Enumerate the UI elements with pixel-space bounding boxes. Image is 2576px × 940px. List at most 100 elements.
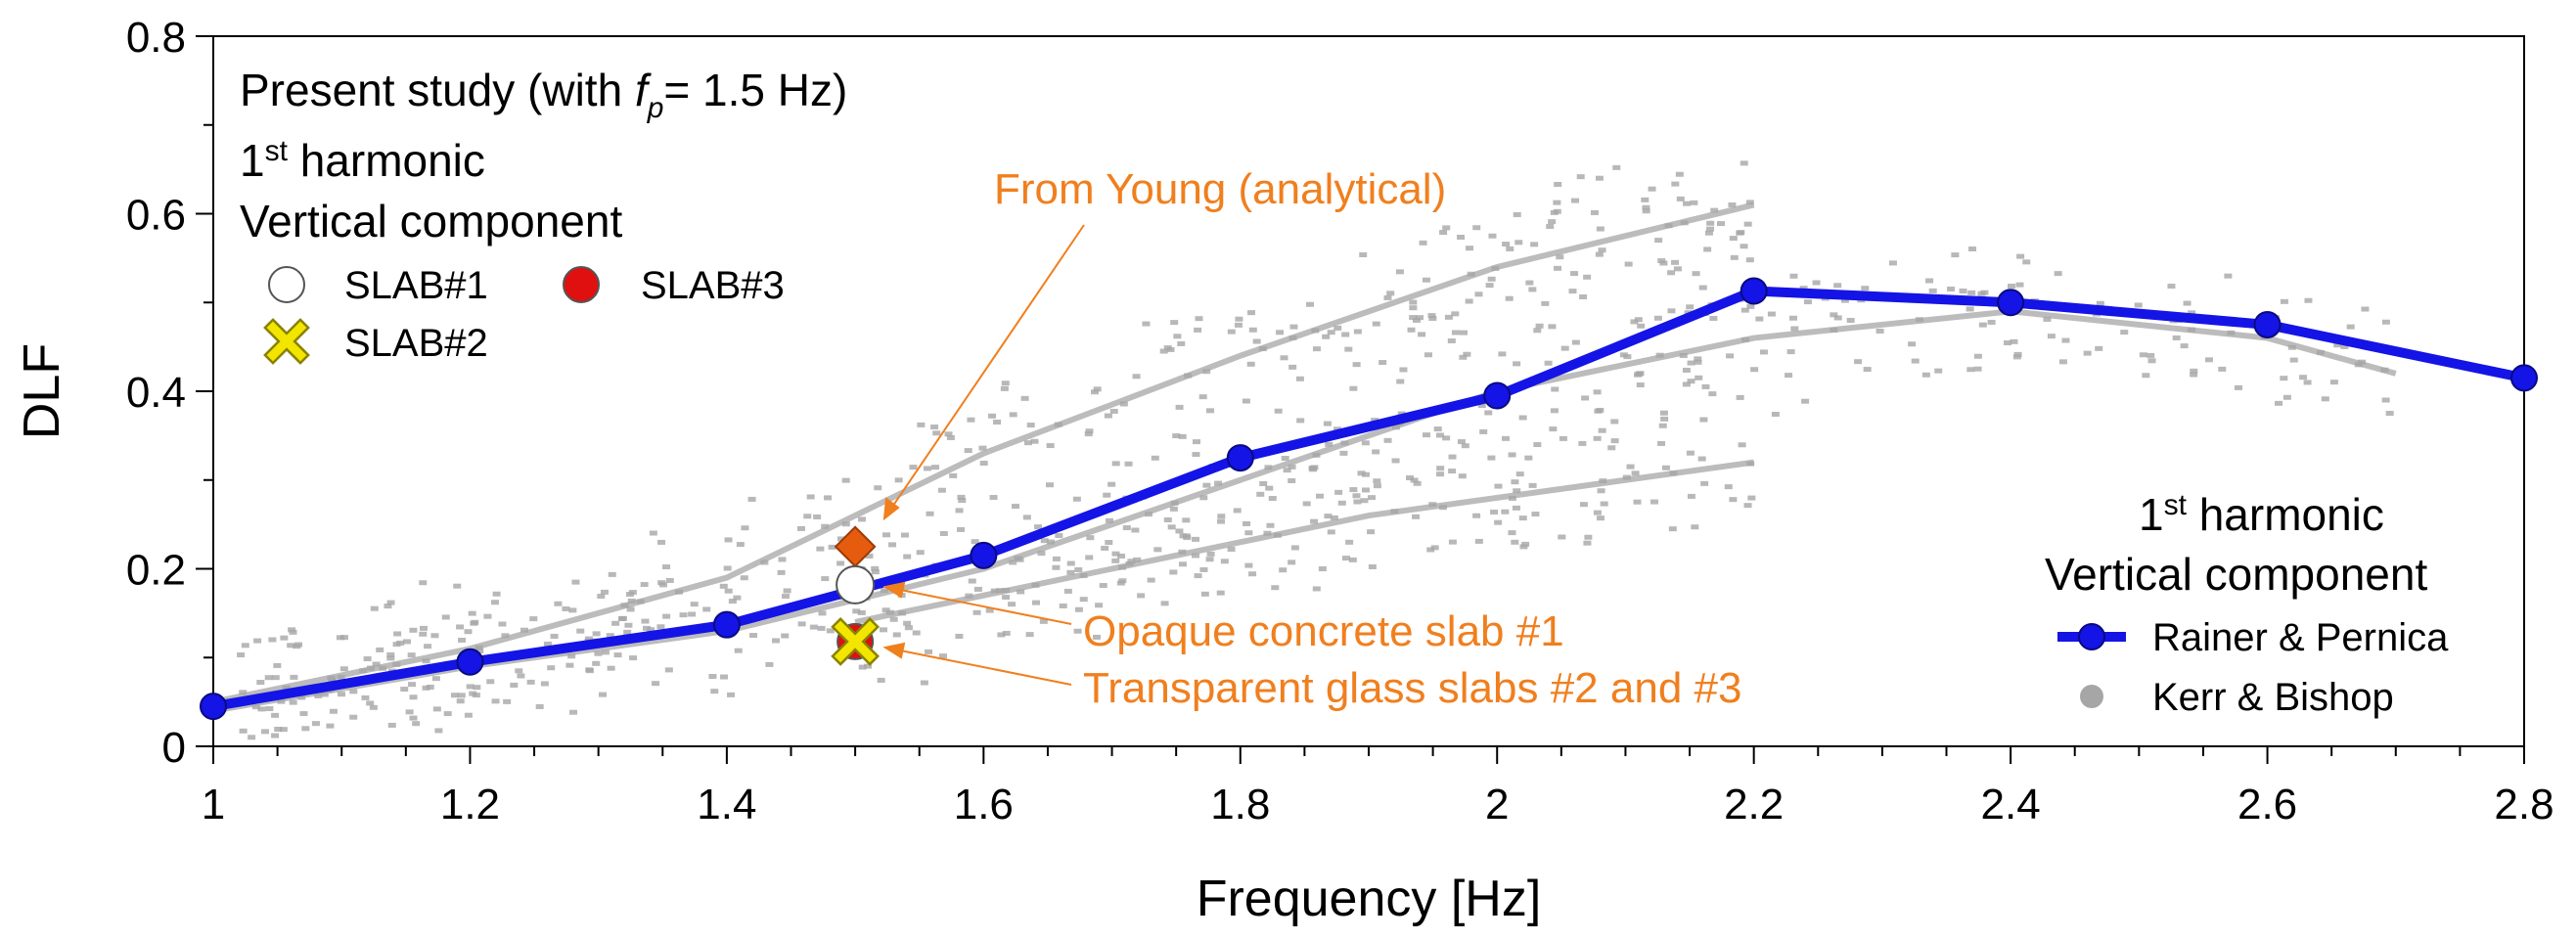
kerr-bishop-point [837,536,846,542]
kerr-bishop-point [783,588,791,594]
kerr-bishop-point [864,663,873,669]
kerr-bishop-point [349,689,358,694]
kerr-bishop-point [747,496,756,502]
kerr-bishop-point [1745,257,1754,263]
kerr-bishop-point [1730,254,1739,260]
legend-literature: 1st harmonic Vertical component Rainer &… [2045,489,2449,719]
kerr-bishop-point [419,631,428,637]
kerr-bishop-point [1506,246,1514,251]
kerr-bishop-point [642,625,651,631]
kerr-bishop-point [1423,432,1431,438]
kerr-bishop-point [550,633,559,639]
kerr-bishop-point [647,627,655,633]
kerr-bishop-point [370,605,379,611]
kerr-bishop-point [881,607,890,613]
kerr-bishop-point [1578,440,1587,446]
kerr-bishop-point [2022,259,2031,265]
kerr-bishop-point [2142,373,2150,379]
kerr-bishop-point [1407,327,1416,333]
kerr-bishop-point [601,649,610,655]
kerr-bishop-point [985,607,994,613]
kerr-bishop-point [1746,303,1755,309]
kerr-bishop-point [289,629,297,635]
kerr-bishop-point [271,733,280,739]
kerr-bishop-point [1461,443,1469,449]
kerr-bishop-point [535,703,544,709]
kerr-bishop-point [475,649,484,654]
kerr-bishop-point [1361,471,1370,477]
kerr-bishop-point [339,666,348,672]
kerr-bishop-point [2204,357,2213,363]
kerr-bishop-point [1271,585,1280,591]
kerr-bishop-point [1612,164,1621,170]
y-ticks: 0 0.2 0.4 0.6 0.8 [126,14,213,772]
kerr-bishop-point [1541,300,1550,306]
kerr-bishop-point [1667,270,1676,276]
kerr-bishop-trend-line [854,459,1755,625]
kerr-bishop-point [1137,593,1146,599]
kerr-bishop-point [1524,455,1533,461]
kerr-bishop-point [1691,524,1699,530]
kerr-bishop-point [2139,352,2147,358]
kerr-bishop-point [1217,514,1226,519]
kerr-bishop-point [1571,339,1580,345]
kerr-bishop-point [1729,236,1738,242]
kerr-bishop-point [1812,280,1821,286]
kerr-bishop-point [1485,283,1494,289]
kerr-bishop-point [2340,343,2349,349]
kerr-bishop-point [1518,515,1527,521]
kerr-bishop-point [426,684,434,690]
kerr-bishop-point [1548,324,1557,330]
kerr-bishop-point [1310,518,1319,524]
kerr-bishop-point [1030,438,1039,444]
kerr-bishop-point [567,653,576,659]
kerr-bishop-point [1876,328,1884,334]
kerr-bishop-point [1967,290,1976,295]
kerr-bishop-point [1360,498,1369,504]
kerr-bishop-point [2224,273,2233,279]
kerr-bishop-point [1786,349,1795,355]
kerr-bishop-point [2346,324,2355,330]
kerr-bishop-point [1074,566,1083,572]
kerr-bishop-point [1001,380,1010,386]
kerr-bishop-point [1166,346,1175,352]
kerr-bishop-point [2061,337,2070,343]
kerr-bishop-point [1059,603,1067,608]
kerr-bishop-point [734,648,743,653]
kerr-bishop-point [781,633,790,639]
kerr-bishop-point [1243,520,1251,526]
kerr-bishop-point [443,711,452,717]
kerr-bishop-point [1142,321,1151,327]
kerr-bishop-point [2008,284,2016,290]
kerr-bishop-point [1124,461,1133,467]
kerr-bishop-point [946,434,955,440]
kerr-bishop-point [1111,551,1120,557]
kerr-bishop-point [372,661,381,667]
kerr-bishop-point [1280,355,1288,361]
kerr-bishop-point [920,680,928,686]
kerr-bishop-point [858,664,867,670]
rainer-pernica-point [1740,277,1768,305]
kerr-bishop-point [1047,539,1056,545]
kerr-bishop-point [289,699,297,705]
kerr-bishop-point [568,607,577,613]
kerr-bishop-point [989,495,998,501]
kerr-bishop-point [1490,510,1499,515]
kerr-bishop-point [290,674,298,680]
kerr-bishop-point [1799,286,1808,291]
kerr-bishop-point [1966,367,1975,373]
kerr-bishop-point [408,682,417,688]
kerr-bishop-point [1289,324,1298,330]
kerr-bishop-point [972,609,981,615]
kerr-bishop-point [1683,201,1692,206]
kerr-bishop-point [402,639,411,645]
kerr-bishop-point [1359,251,1368,257]
kerr-bishop-point [1544,360,1553,366]
kerr-bishop-point [1104,413,1112,419]
kerr-bishop-point [778,557,787,562]
kerr-bishop-point [2190,368,2198,374]
kerr-bishop-point [1362,487,1371,493]
kerr-bishop-point [824,495,833,501]
kerr-bishop-point [613,652,622,658]
kerr-bishop-point [611,620,620,626]
